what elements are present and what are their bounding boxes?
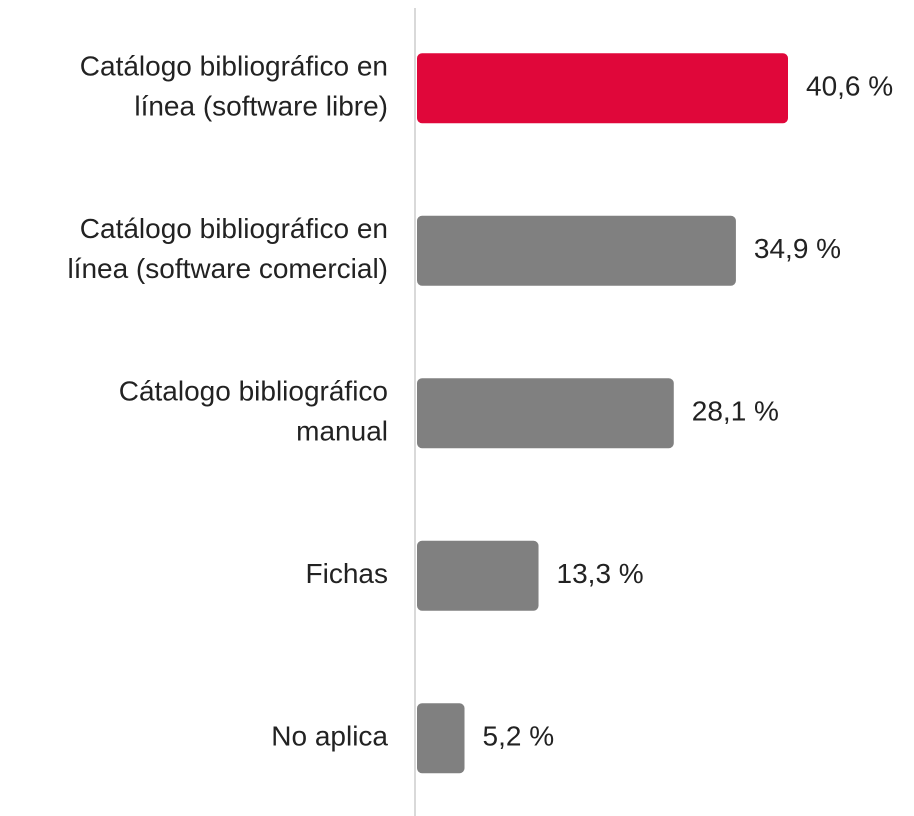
- value-label: 28,1 %: [692, 396, 779, 427]
- category-label: Fichas: [306, 558, 388, 589]
- category-label: manual: [296, 416, 388, 447]
- value-label: 5,2 %: [483, 721, 555, 752]
- bar: [417, 215, 736, 286]
- category-label: Cátalogo bibliográfico: [119, 376, 388, 407]
- category-label: No aplica: [271, 721, 388, 752]
- bar: [417, 378, 674, 449]
- value-label: 40,6 %: [806, 71, 893, 102]
- category-label: línea (software comercial): [67, 253, 388, 284]
- category-label: Catálogo bibliográfico en: [80, 51, 388, 82]
- value-label: 13,3 %: [557, 558, 644, 589]
- value-label: 34,9 %: [754, 233, 841, 264]
- bar: [417, 53, 788, 124]
- bar: [417, 703, 465, 774]
- category-label: línea (software libre): [134, 91, 388, 122]
- bar: [417, 540, 539, 611]
- category-label: Catálogo bibliográfico en: [80, 213, 388, 244]
